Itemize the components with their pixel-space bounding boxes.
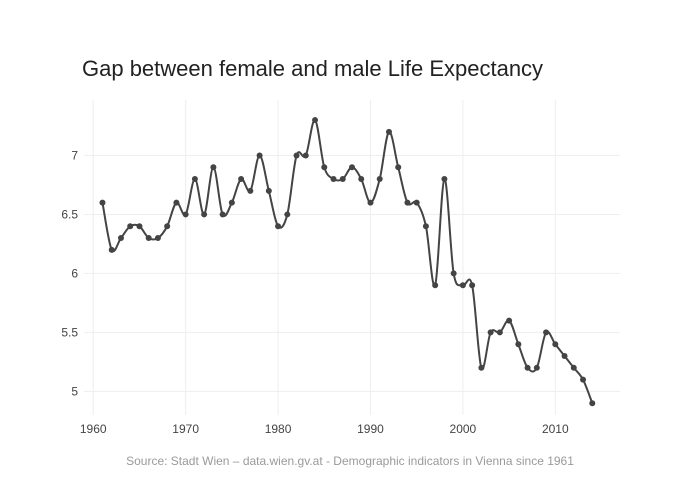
y-tick-labels: 5 5.5 6 6.5 7 — [61, 148, 78, 398]
data-point — [265, 187, 272, 194]
x-gridlines — [92, 100, 556, 415]
data-point — [422, 223, 429, 230]
data-point — [450, 270, 457, 277]
series-line — [101, 119, 594, 404]
data-point — [284, 211, 291, 218]
data-point — [552, 341, 559, 348]
data-point — [191, 176, 198, 183]
data-point — [589, 400, 596, 407]
data-point — [173, 199, 180, 206]
data-point — [321, 164, 328, 171]
x-tick-label: 1990 — [357, 422, 384, 436]
data-point — [487, 329, 494, 336]
x-tick-label: 1980 — [265, 422, 292, 436]
data-point — [349, 164, 355, 171]
y-tick-label: 5.5 — [61, 325, 78, 339]
data-point — [524, 364, 531, 371]
data-point — [376, 176, 383, 183]
data-point — [201, 211, 208, 218]
x-tick-label: 2010 — [542, 422, 569, 436]
data-point — [219, 211, 226, 218]
data-point — [228, 199, 235, 206]
data-point — [533, 364, 540, 371]
data-point — [367, 199, 374, 206]
y-tick-label: 5 — [71, 384, 78, 398]
data-point — [302, 152, 309, 159]
data-point — [395, 164, 402, 171]
data-markers — [99, 117, 596, 407]
data-point — [127, 223, 134, 230]
data-point — [561, 353, 568, 360]
y-tick-label: 7 — [71, 148, 78, 162]
data-point — [136, 223, 143, 230]
data-point — [275, 223, 282, 230]
data-point — [543, 329, 550, 336]
data-point — [506, 317, 513, 324]
data-point — [459, 282, 466, 289]
x-tick-labels: 1960 1970 1980 1990 2000 2010 — [80, 422, 569, 436]
x-tick-label: 2000 — [450, 422, 477, 436]
data-point — [108, 246, 115, 253]
data-point — [432, 282, 439, 289]
data-point — [515, 341, 522, 348]
y-tick-label: 6.5 — [61, 207, 78, 221]
data-point — [293, 152, 300, 159]
x-tick-label: 1970 — [172, 422, 199, 436]
y-gridlines — [84, 154, 620, 392]
data-point — [358, 176, 365, 183]
chart-title: Gap between female and male Life Expecta… — [82, 56, 543, 81]
x-tick-label: 1960 — [80, 422, 107, 436]
data-point — [404, 199, 411, 206]
data-point — [210, 164, 217, 171]
source-note: Source: Stadt Wien – data.wien.gv.at - D… — [126, 454, 574, 468]
data-point — [330, 176, 337, 183]
data-point — [238, 176, 245, 183]
data-point — [145, 235, 152, 242]
data-point — [312, 117, 319, 124]
data-point — [385, 128, 392, 135]
data-point — [154, 235, 161, 242]
data-point — [182, 211, 189, 218]
data-point — [413, 199, 420, 206]
y-tick-label: 6 — [71, 266, 78, 280]
data-point — [256, 152, 263, 159]
data-point — [247, 187, 254, 194]
data-point — [117, 235, 124, 242]
data-point — [469, 282, 476, 289]
data-point — [164, 223, 171, 230]
data-point — [99, 199, 106, 206]
data-point — [478, 364, 485, 371]
data-point — [339, 176, 346, 183]
data-point — [441, 176, 448, 183]
data-point — [570, 364, 577, 371]
data-point — [496, 329, 503, 336]
data-point — [580, 376, 587, 383]
